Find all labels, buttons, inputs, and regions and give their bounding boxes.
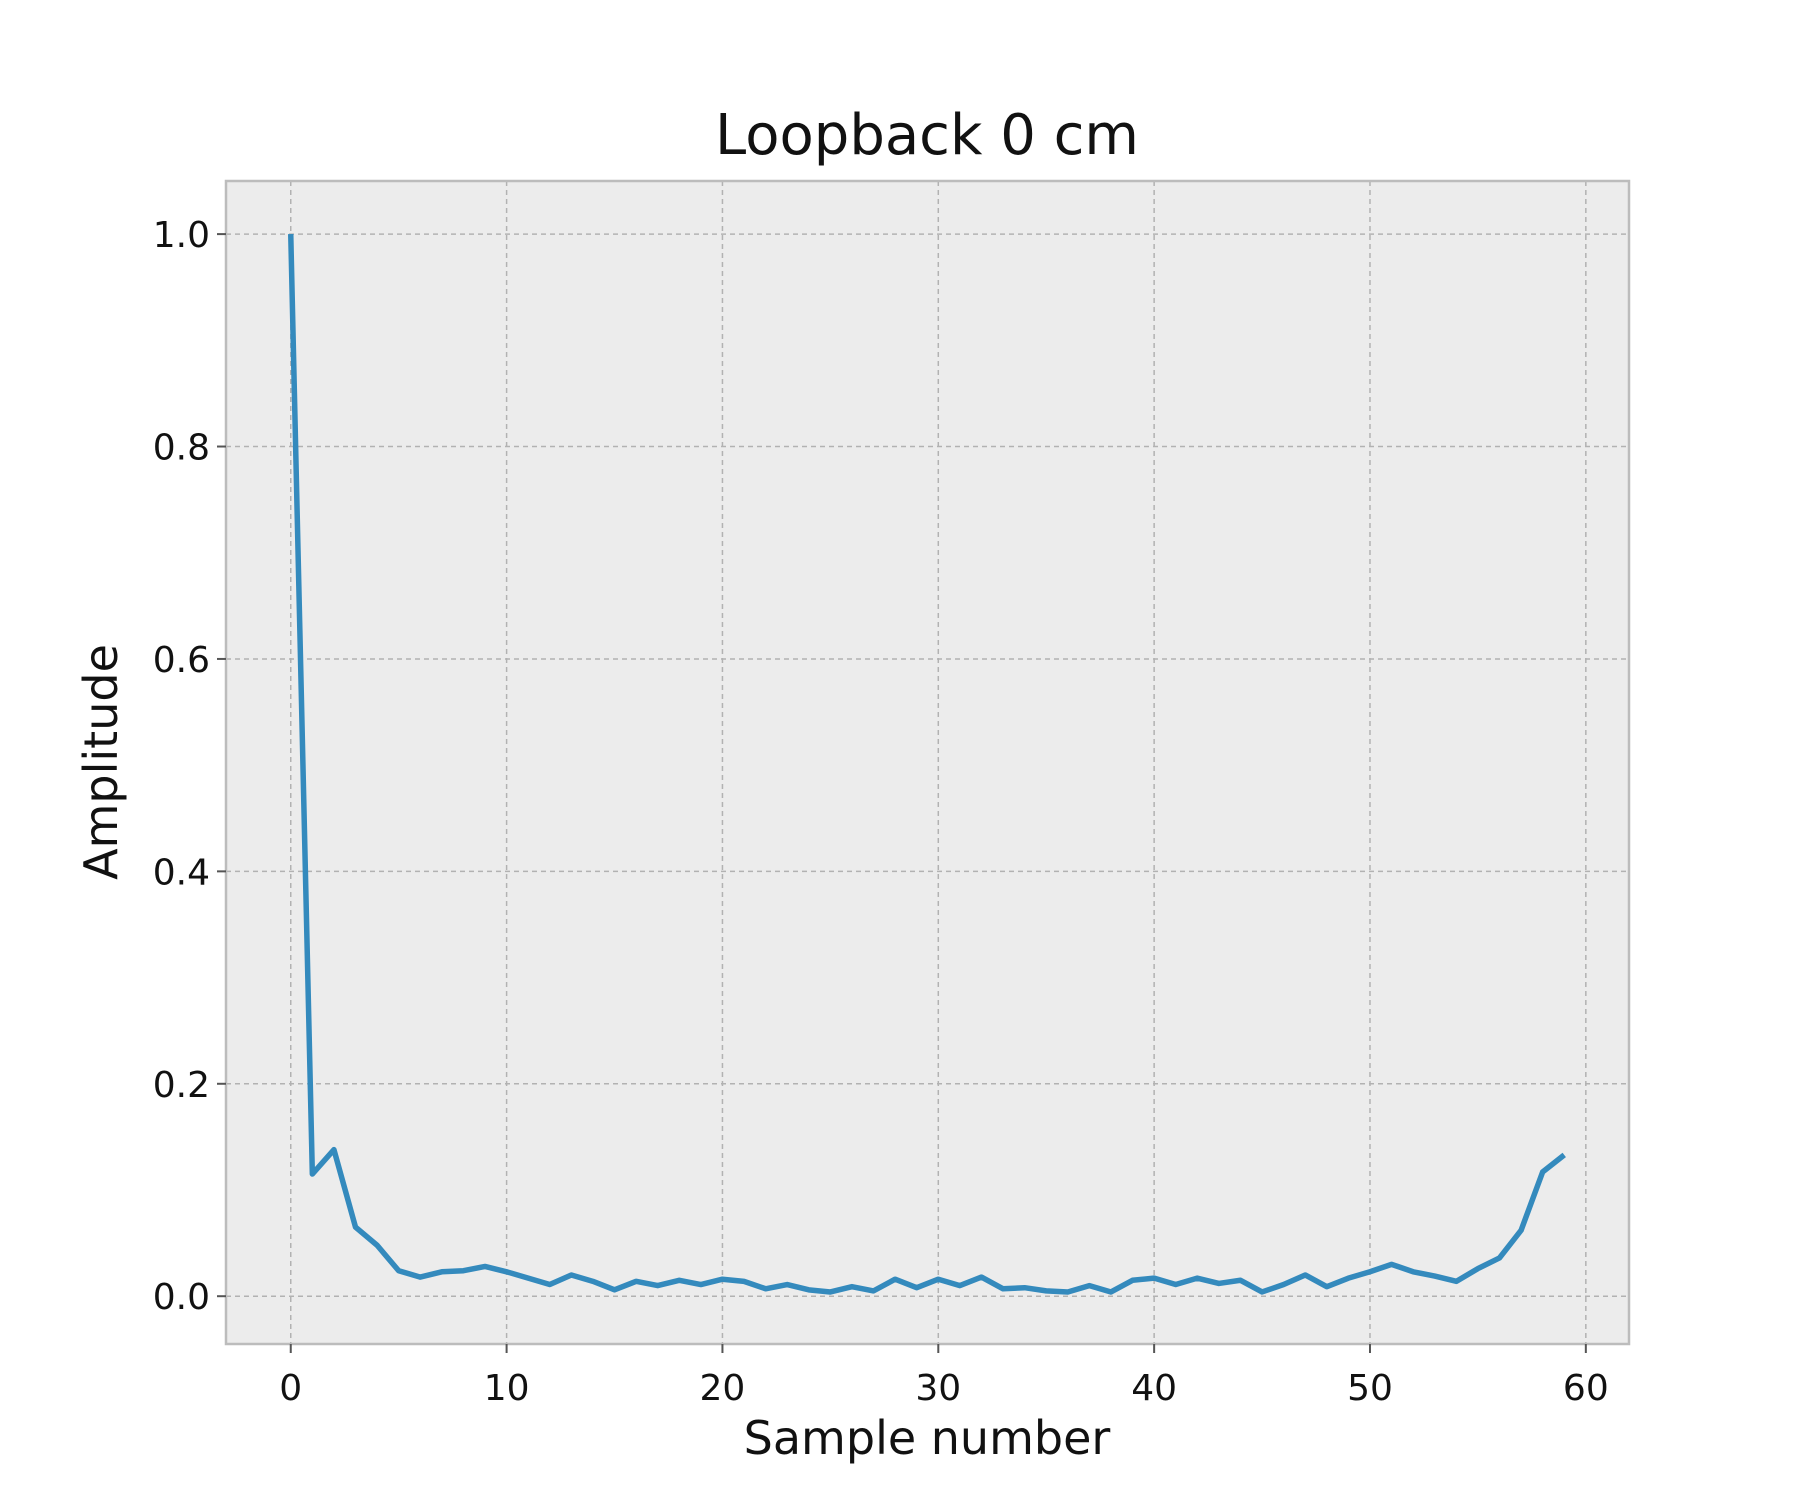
x-tick-label: 30 (915, 1368, 961, 1409)
plot-frame (224, 179, 1631, 1346)
x-tick-label: 50 (1347, 1368, 1393, 1409)
x-axis-label: Sample number (744, 1411, 1111, 1465)
x-tick-label: 0 (279, 1368, 302, 1409)
chart-title: Loopback 0 cm (715, 103, 1139, 168)
x-tick-label: 20 (700, 1368, 746, 1409)
plot-area (226, 181, 1629, 1344)
x-tick-label: 60 (1563, 1368, 1609, 1409)
ticks: 0 10 20 30 40 50 60 0.0 0.2 0.4 0.6 0.8 1.0 (153, 215, 1609, 1409)
y-tick-label: 0.4 (153, 852, 210, 893)
x-tick-label: 40 (1131, 1368, 1177, 1409)
y-tick-label: 1.0 (153, 215, 210, 256)
series-line (288, 234, 1566, 1295)
y-tick-label: 0.6 (153, 640, 210, 681)
grid (226, 181, 1629, 1344)
y-axis-label: Amplitude (74, 644, 128, 880)
y-tick-label: 0.0 (153, 1277, 210, 1318)
x-tick-label: 10 (484, 1368, 530, 1409)
y-tick-label: 0.8 (153, 428, 210, 469)
y-tick-label: 0.2 (153, 1065, 210, 1106)
series-layer (288, 234, 1566, 1295)
